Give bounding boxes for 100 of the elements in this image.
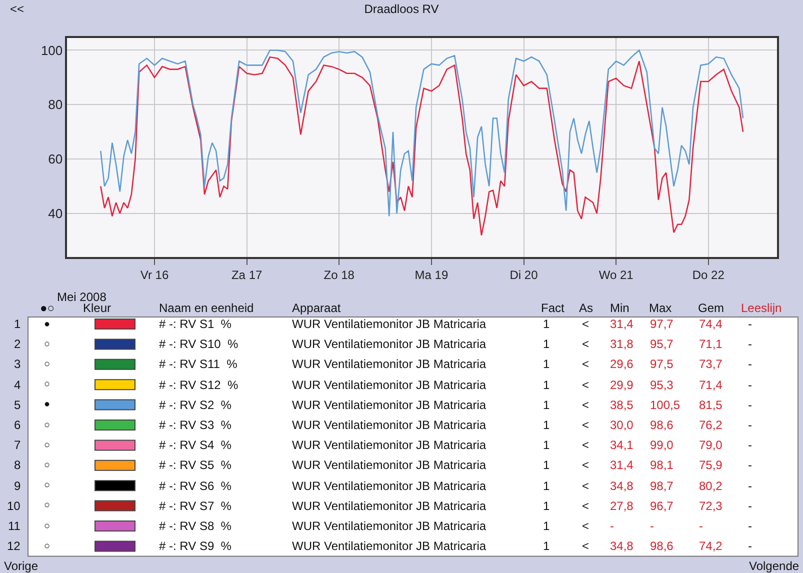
x-tick-label: Ma 19: [414, 268, 448, 282]
text: Naam en eenheid: [159, 301, 254, 315]
legend-label: # -: RV S8 %: [159, 519, 232, 533]
text: -: [748, 499, 752, 513]
text: WUR Ventilatiemonitor JB Matricaria: [292, 438, 486, 452]
text: <: [582, 458, 590, 472]
text: Fact: [541, 301, 566, 315]
text: 9: [14, 479, 21, 493]
text: 29,6: [610, 357, 634, 371]
text: -: [748, 357, 752, 371]
text: <: [582, 357, 590, 371]
text: ●: [44, 319, 50, 330]
text: 11: [8, 519, 21, 533]
x-tick-label: Za 17: [231, 268, 262, 282]
text: ●○: [40, 301, 54, 315]
text: <: [582, 499, 590, 513]
text: 1: [543, 539, 550, 553]
text: WUR Ventilatiemonitor JB Matricaria: [292, 539, 486, 553]
text: 1: [543, 418, 550, 432]
text: 31,4: [610, 458, 634, 472]
text: ●: [44, 399, 50, 410]
text: 97,7: [650, 317, 674, 331]
text: WUR Ventilatiemonitor JB Matricaria: [292, 519, 486, 533]
text: <: [582, 317, 590, 331]
text: 74,2: [699, 539, 723, 553]
text: -: [650, 519, 654, 533]
x-tick-label: Wo 21: [598, 268, 634, 282]
text: <: [582, 378, 590, 392]
text: WUR Ventilatiemonitor JB Matricaria: [292, 458, 486, 472]
text: 1: [543, 398, 550, 412]
text: <: [582, 418, 590, 432]
legend-label: # -: RV S9 %: [159, 539, 232, 553]
y-tick-label: 40: [48, 206, 63, 222]
legend-label: # -: RV S11 %: [159, 357, 238, 371]
text: -: [748, 317, 752, 331]
legend-label: # -: RV S4 %: [159, 438, 232, 452]
text: -: [699, 519, 703, 533]
text: 1: [543, 357, 550, 371]
x-tick-label: Do 22: [692, 268, 725, 282]
legend-label: # -: RV S6 %: [159, 479, 232, 493]
text: WUR Ventilatiemonitor JB Matricaria: [292, 398, 486, 412]
text: Leeslijn: [741, 301, 782, 315]
text: 29,9: [610, 378, 634, 392]
text: -: [748, 458, 752, 472]
text: 74,4: [699, 317, 723, 331]
legend-label: # -: RV S3 %: [159, 418, 232, 432]
text: ○: [44, 541, 50, 552]
y-tick-label: 100: [40, 42, 63, 58]
text: 73,7: [699, 357, 723, 371]
text: 98,1: [650, 458, 674, 472]
text: ○: [44, 359, 50, 370]
text: 1: [543, 438, 550, 452]
text: 7: [14, 438, 21, 452]
text: <: [582, 398, 590, 412]
legend-label: # -: RV S7 %: [159, 499, 232, 513]
text: 95,7: [650, 337, 674, 351]
text: ○: [44, 339, 50, 350]
text: 1: [543, 519, 550, 533]
text: WUR Ventilatiemonitor JB Matricaria: [292, 378, 486, 392]
text: 1: [543, 479, 550, 493]
text: ○: [44, 521, 50, 532]
text: ○: [44, 440, 50, 451]
text: -: [748, 479, 752, 493]
text: 12: [7, 539, 21, 553]
text: 79,0: [699, 438, 723, 452]
text: -: [748, 519, 752, 533]
text: <: [582, 539, 590, 553]
text: WUR Ventilatiemonitor JB Matricaria: [292, 499, 486, 513]
text: 99,0: [650, 438, 674, 452]
text: 96,7: [650, 499, 674, 513]
text: 72,3: [699, 499, 723, 513]
text: 98,6: [650, 418, 674, 432]
text: 1: [543, 378, 550, 392]
text: Kleur: [83, 301, 112, 315]
text: -: [748, 418, 752, 432]
text: 95,3: [650, 378, 674, 392]
text: 1: [543, 458, 550, 472]
text: 98,6: [650, 539, 674, 553]
text: -: [748, 539, 752, 553]
text: 5: [14, 398, 21, 412]
text: ○: [44, 379, 50, 390]
text: 1: [543, 337, 550, 351]
text: 8: [14, 458, 21, 472]
text: Volgende: [749, 559, 800, 573]
text: <: [582, 438, 590, 452]
text: 2: [14, 337, 21, 351]
y-tick-label: 60: [48, 152, 63, 167]
text: Vorige: [4, 559, 38, 573]
text: 75,9: [699, 458, 723, 472]
text: 31,4: [610, 317, 634, 331]
text: Mei 2008: [57, 290, 107, 304]
text: 1: [14, 317, 21, 331]
x-tick-label: Vr 16: [140, 268, 169, 282]
text: <: [582, 337, 590, 351]
text: 34,8: [610, 539, 634, 553]
text: Gem: [698, 301, 724, 315]
text: WUR Ventilatiemonitor JB Matricaria: [292, 337, 486, 351]
text: Min: [610, 301, 630, 315]
text: Apparaat: [292, 301, 342, 315]
text: WUR Ventilatiemonitor JB Matricaria: [292, 418, 486, 432]
